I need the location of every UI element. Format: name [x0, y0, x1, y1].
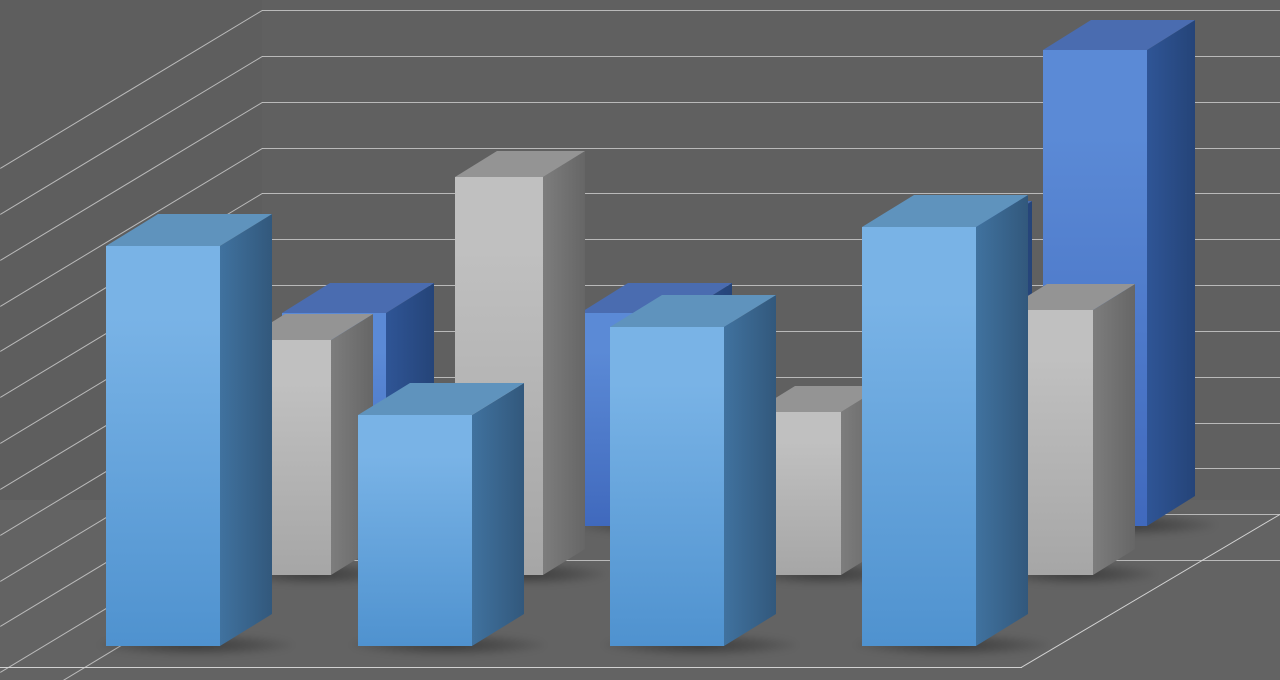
bar-face-side — [220, 214, 272, 646]
bar-face-front — [358, 415, 472, 646]
bar-face-side — [543, 151, 585, 575]
bar-face-side — [724, 295, 776, 646]
bar-g1-front[interactable] — [100, 214, 292, 656]
bar-g4-front[interactable] — [856, 195, 1048, 656]
bar-face-front — [862, 227, 976, 646]
bar-face-front — [106, 246, 220, 646]
bar-face-side — [1093, 284, 1135, 575]
gridline-horizontal — [262, 55, 1280, 57]
gridline-horizontal — [262, 101, 1280, 103]
floor-front-edge — [0, 667, 1022, 668]
bar-face-front — [610, 327, 724, 646]
bar-g3-front[interactable] — [604, 295, 796, 656]
bar-face-side — [1147, 20, 1195, 526]
bar-g2-mid[interactable] — [449, 151, 605, 585]
gridline-horizontal — [262, 193, 1280, 195]
gridline-horizontal — [262, 239, 1280, 241]
gridline-horizontal — [262, 285, 1280, 286]
gridline-horizontal — [262, 147, 1280, 149]
bar-face-side — [976, 195, 1028, 646]
bar-face-side — [472, 383, 524, 646]
bar-g2-front[interactable] — [352, 383, 544, 656]
gridline-horizontal — [262, 10, 1280, 11]
